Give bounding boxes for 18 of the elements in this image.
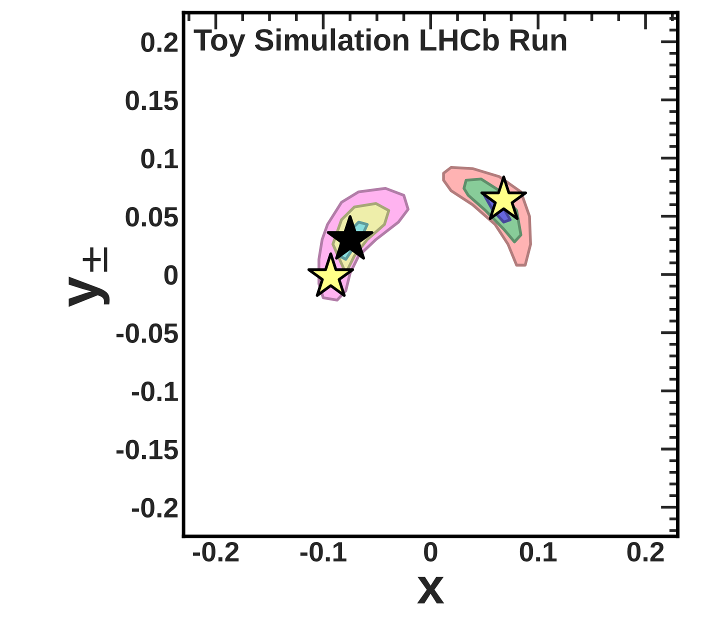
y-tick-label: -0.15: [116, 440, 178, 460]
y-tick-label: -0.05: [116, 323, 178, 344]
y-tick-label: 0.05: [126, 206, 178, 227]
annotation: Toy Simulation LHCb Run: [194, 28, 566, 57]
x-tick-label: 0.1: [520, 542, 557, 562]
y-tick-label: -0.2: [132, 498, 178, 518]
point: [307, 252, 354, 297]
y-tick-label: -0.1: [132, 382, 178, 402]
x-tick-label: 0: [424, 542, 438, 562]
x-tick-label: 0.2: [627, 542, 664, 562]
y-axis-title: y$_{±}$: [68, 247, 110, 307]
y-tick-label: 0.2: [141, 32, 178, 52]
y-tick-label: 0.1: [141, 148, 178, 168]
y-tick-label: 0: [164, 265, 178, 285]
x-tick-label: -0.1: [300, 542, 346, 562]
x-axis-title: x: [417, 576, 444, 604]
y-tick-label: 0.15: [126, 90, 178, 110]
x-tick-label: -0.2: [192, 542, 239, 562]
